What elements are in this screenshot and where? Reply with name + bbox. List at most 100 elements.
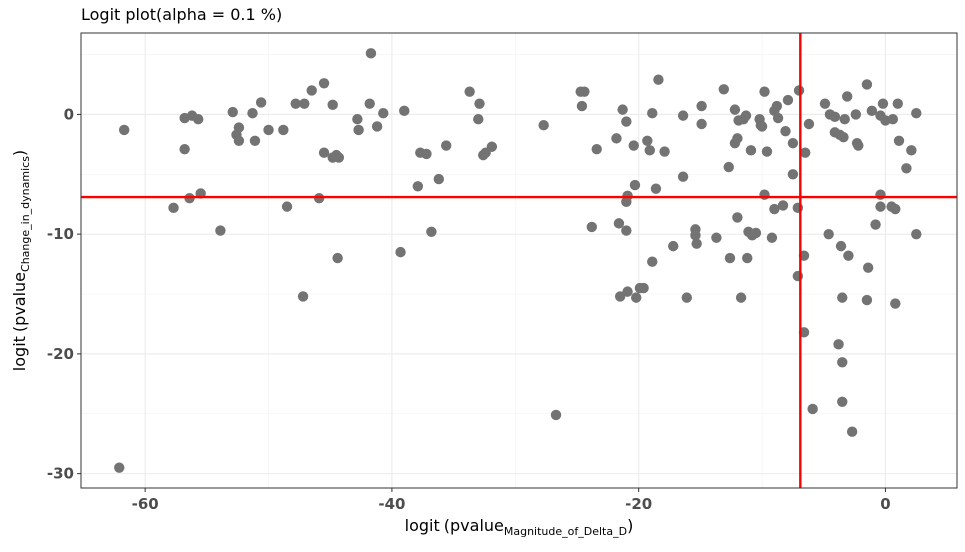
data-point	[550, 409, 562, 421]
data-point	[353, 124, 364, 136]
data-point	[724, 252, 736, 264]
data-point	[297, 291, 309, 302]
data-point	[877, 98, 889, 109]
data-point	[718, 84, 730, 95]
data-point	[227, 106, 238, 118]
data-point	[333, 152, 345, 163]
data-point	[576, 100, 588, 112]
data-point	[168, 202, 179, 214]
data-point	[793, 85, 805, 96]
data-point	[233, 135, 245, 146]
chart-title: Logit plot(alpha = 0.1 %)	[81, 5, 282, 24]
y-axis-label: logit(pvalueChange_in_dynamics)	[10, 150, 32, 371]
data-point	[837, 292, 848, 303]
data-point	[769, 203, 780, 215]
data-point	[691, 238, 702, 249]
data-point	[850, 109, 862, 120]
data-point	[586, 221, 597, 233]
y-tick-label: -20	[47, 345, 74, 363]
data-point	[837, 357, 848, 368]
data-point	[772, 112, 784, 124]
data-point	[742, 252, 753, 264]
data-point	[538, 119, 549, 131]
data-point	[642, 135, 653, 146]
data-point	[653, 74, 664, 85]
data-point	[464, 86, 475, 97]
data-point	[378, 108, 389, 119]
data-point	[621, 116, 632, 127]
data-point	[332, 252, 343, 264]
data-point	[473, 114, 484, 125]
data-point	[723, 161, 734, 173]
data-point	[255, 97, 267, 108]
data-point	[780, 125, 791, 137]
data-point	[890, 203, 901, 215]
data-point	[777, 200, 789, 211]
data-point	[690, 224, 701, 235]
data-point	[861, 79, 873, 90]
data-point	[318, 78, 330, 89]
data-point	[911, 108, 922, 119]
data-point	[846, 426, 858, 437]
data-point	[803, 118, 815, 130]
data-point	[365, 48, 377, 59]
data-point	[433, 173, 445, 185]
data-point	[906, 145, 917, 156]
data-point	[399, 105, 410, 117]
data-point	[247, 108, 258, 119]
data-point	[892, 98, 903, 109]
data-point	[875, 201, 886, 212]
axis-ticks: -60 -40 -20 0 -30 -20 -10 0	[47, 105, 891, 513]
data-point	[740, 110, 752, 121]
data-point	[866, 105, 878, 117]
data-point	[426, 226, 437, 237]
data-point	[677, 110, 689, 121]
x-tick-label: -40	[378, 495, 405, 513]
x-tick-label: -20	[625, 495, 652, 513]
data-point	[681, 292, 692, 303]
data-point	[614, 291, 626, 302]
data-point	[617, 104, 628, 115]
data-point	[839, 114, 850, 125]
data-point	[735, 292, 747, 303]
data-point	[327, 99, 338, 111]
data-point	[613, 218, 625, 229]
data-point	[628, 140, 639, 151]
data-point	[756, 121, 768, 132]
data-point	[893, 135, 905, 146]
y-tick-label: -30	[47, 465, 74, 483]
data-point	[193, 114, 204, 125]
data-point	[766, 232, 778, 243]
data-point	[644, 145, 655, 156]
grid-lines	[81, 33, 957, 488]
data-point	[621, 225, 632, 236]
data-point	[622, 286, 633, 297]
threshold-lines	[81, 33, 957, 488]
data-point	[290, 98, 301, 109]
x-tick-label: -60	[132, 495, 159, 513]
data-point	[861, 294, 873, 306]
data-point	[862, 262, 874, 273]
data-point	[591, 143, 602, 155]
data-point	[823, 228, 834, 240]
data-point	[782, 94, 794, 106]
x-axis-label: logit (pvalueMagnitude_of_Delta_D)	[405, 516, 634, 538]
data-point	[306, 85, 317, 96]
data-point	[729, 104, 741, 115]
data-point	[853, 140, 864, 151]
data-point	[114, 462, 125, 473]
plot-border	[80, 32, 958, 489]
data-point	[761, 146, 773, 157]
data-point	[421, 148, 432, 160]
data-point	[807, 403, 818, 415]
data-point	[441, 140, 452, 151]
data-point	[281, 201, 293, 212]
data-point	[711, 232, 722, 243]
data-point	[179, 143, 190, 155]
data-point	[819, 98, 831, 109]
data-point	[412, 181, 424, 192]
x-tick-label: 0	[880, 495, 890, 513]
data-point	[750, 227, 762, 239]
data-point	[395, 246, 406, 258]
y-tick-label: -10	[47, 225, 74, 243]
